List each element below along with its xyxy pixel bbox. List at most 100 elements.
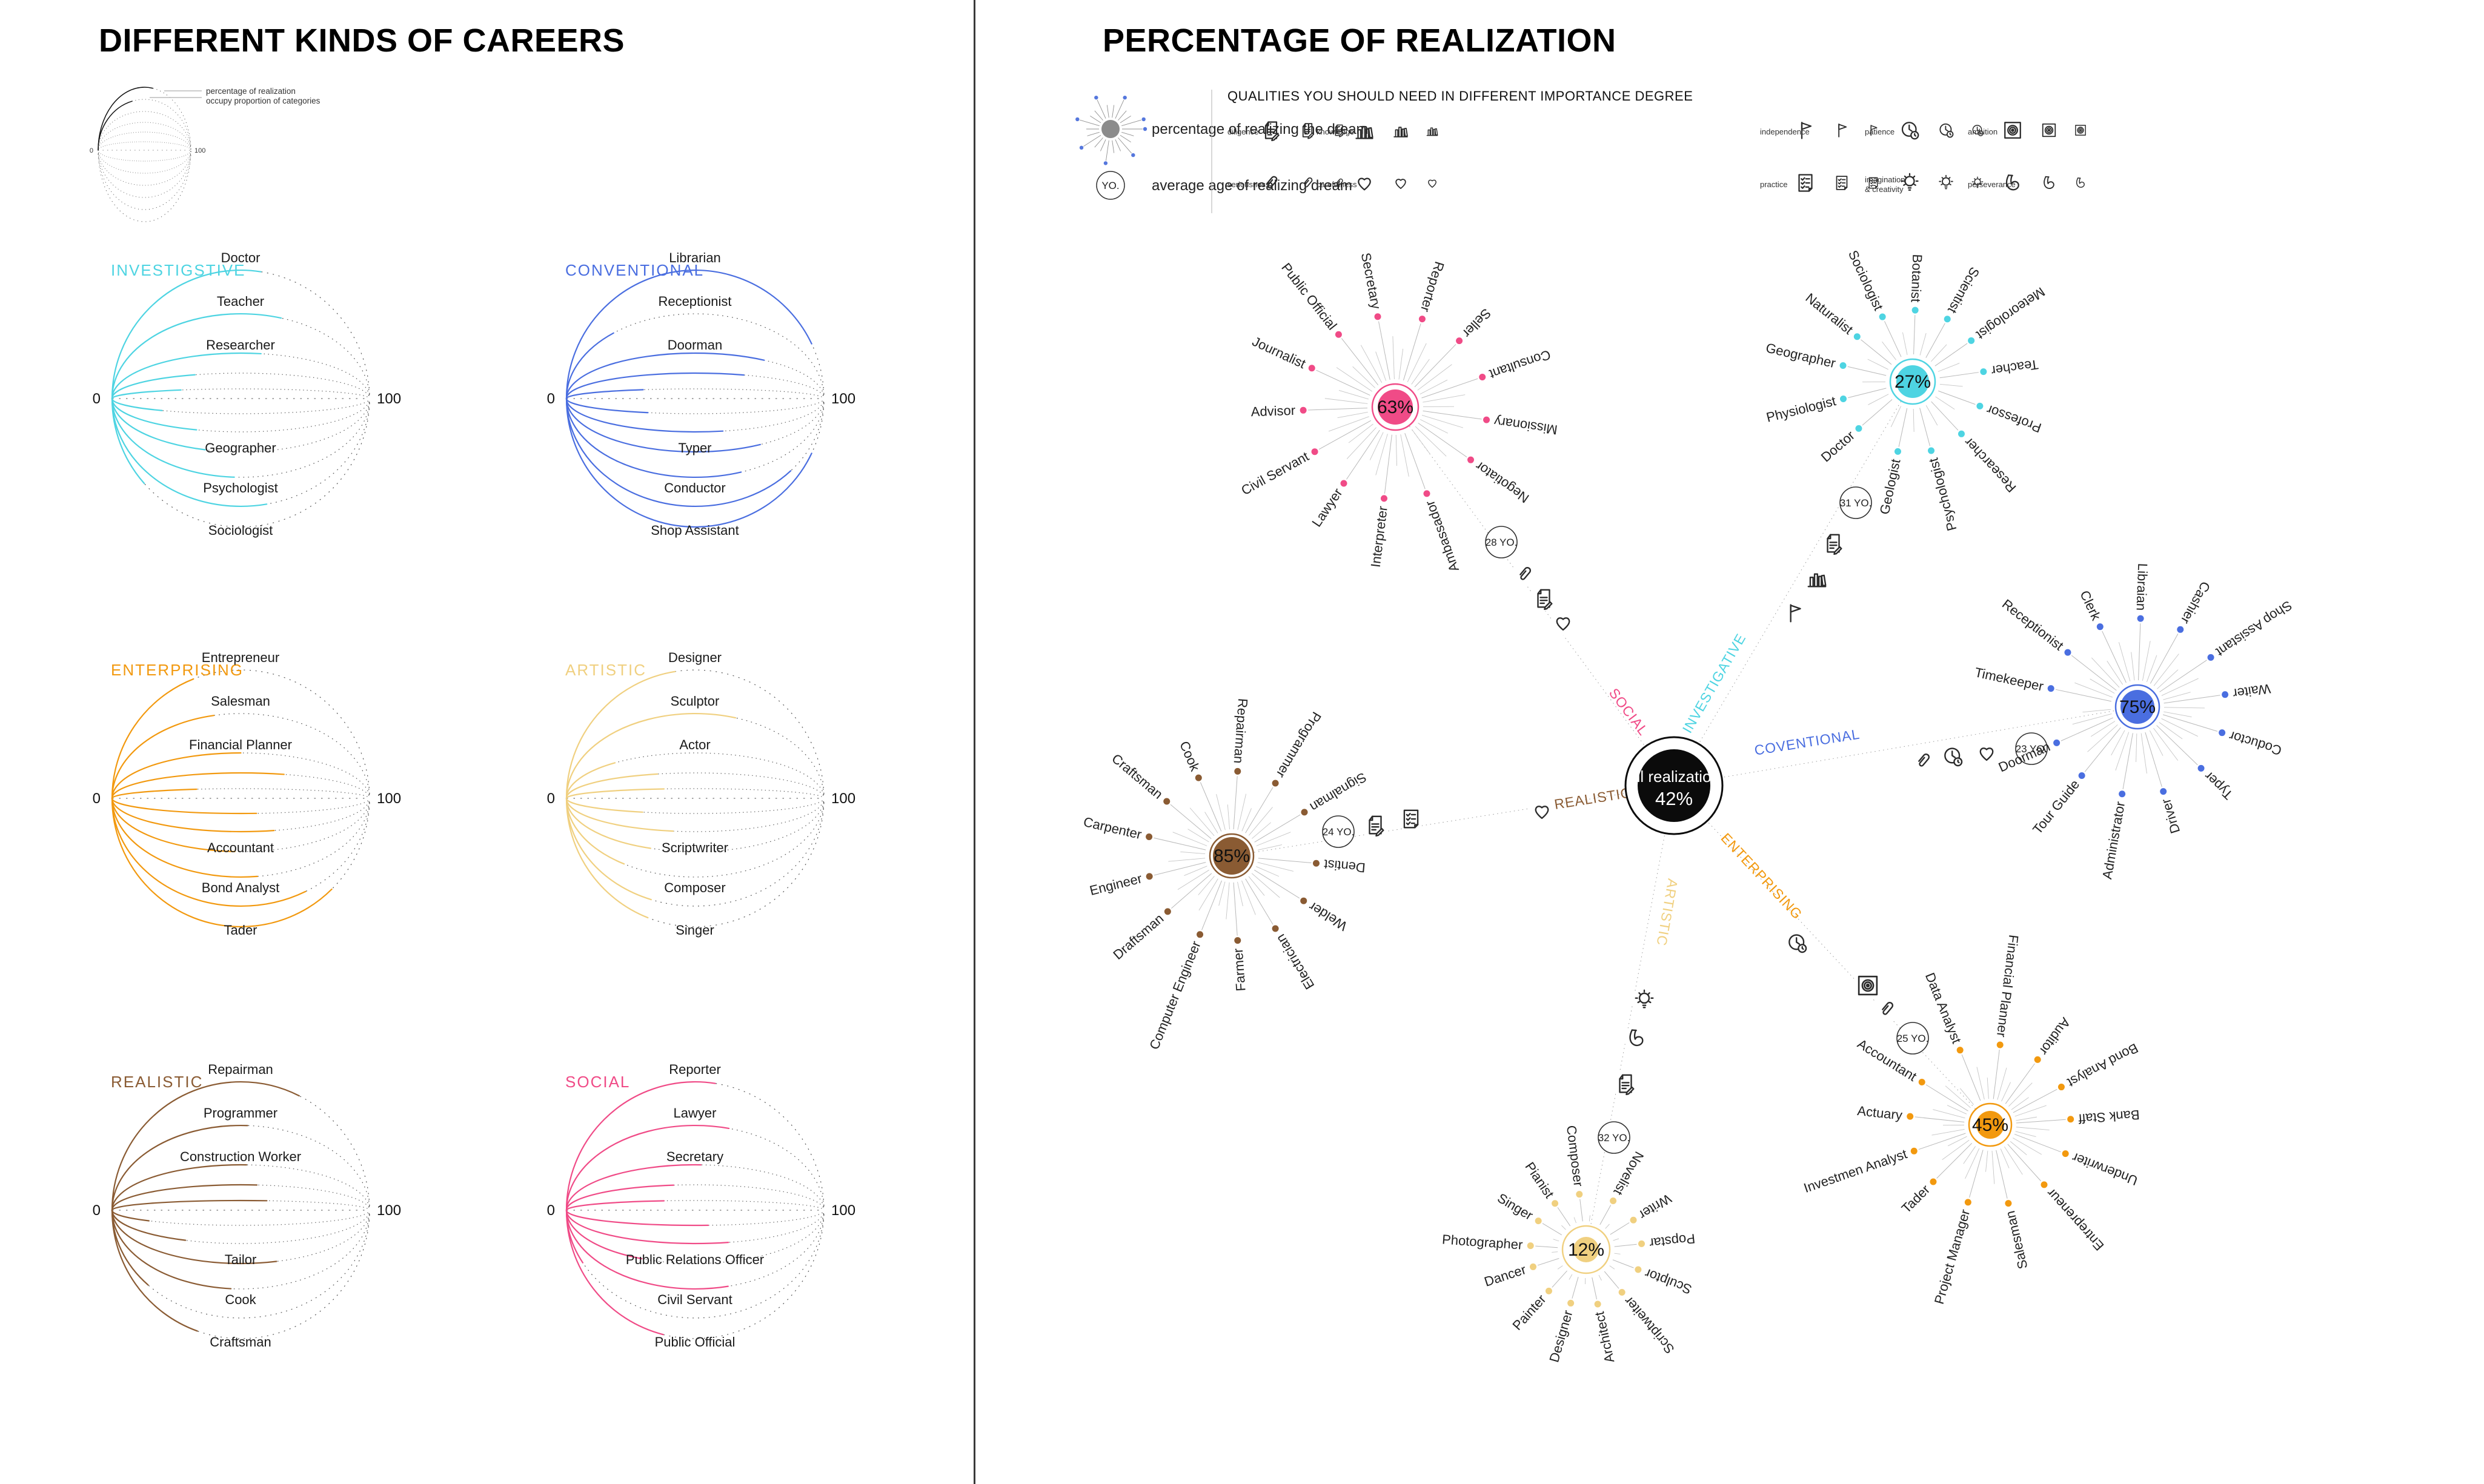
burst-spoke-minor — [1227, 804, 1230, 830]
arc-solid — [111, 1209, 371, 1290]
burst-spoke-minor — [1938, 363, 1960, 372]
arc-solid — [565, 1199, 825, 1211]
burst-spoke-minor — [1987, 1078, 1989, 1099]
flag-icon — [1838, 123, 1847, 137]
burst-career-label: Bank Staff — [2077, 1107, 2140, 1127]
burst-spoke-minor — [1248, 876, 1265, 896]
burst-career-label: Libraian — [2134, 563, 2151, 611]
age-circle — [1598, 1121, 1630, 1154]
burst-career-label: Underwriter — [2070, 1150, 2140, 1188]
burst-dot — [1956, 1047, 1964, 1054]
burst-spoke-minor — [1960, 1088, 1974, 1105]
burst-spoke-minor — [2111, 730, 2125, 756]
burst-spoke-minor — [2149, 730, 2164, 756]
career-label: Craftsman — [210, 1334, 271, 1350]
burst-pct: 85% — [1214, 846, 1250, 866]
burst-spoke — [2055, 689, 2112, 702]
burst-spoke-minor — [2163, 692, 2191, 700]
burst-dot — [1980, 368, 1987, 376]
career-label: Doctor — [221, 250, 261, 265]
legend-burst-spoke — [1118, 137, 1132, 154]
burst-career-label: Journalist — [1250, 334, 1308, 371]
burst-spoke-minor — [1561, 1225, 1566, 1230]
arc-dotted — [111, 398, 370, 507]
age-circle — [1896, 1022, 1929, 1055]
arc-solid — [565, 388, 825, 400]
burst-spoke-minor — [1947, 1136, 1967, 1147]
icon-mask — [1910, 748, 1936, 773]
arc-solid — [111, 797, 371, 878]
burst-spoke-minor — [2164, 711, 2192, 718]
qualities-legend-svg: percentage of realizing the dream YO. aver… — [1075, 88, 2086, 213]
burst-career-label: Coductor — [2227, 728, 2283, 758]
arc-dotted — [566, 798, 825, 814]
arc-dotted — [566, 669, 825, 799]
burst-career-label: Tader — [1899, 1182, 1933, 1216]
burst-spoke-minor — [1589, 1215, 1590, 1222]
arc-solid — [111, 397, 371, 528]
career-label: Designer — [668, 650, 722, 665]
arc-dotted — [111, 1210, 370, 1244]
arc-dotted — [111, 388, 370, 399]
burst-spoke-minor — [2161, 718, 2198, 737]
arc-dotted — [111, 1125, 370, 1211]
burst-spoke-minor — [1348, 423, 1373, 443]
burst-spoke — [1919, 408, 1930, 446]
quality-label: perseverance — [1968, 180, 2016, 189]
burst-dot — [1894, 448, 1901, 455]
burst-spoke — [1612, 1259, 1634, 1268]
legend-burst-spoke — [1100, 139, 1106, 151]
legend-burst-spoke — [1120, 115, 1131, 124]
burst-career-label: Bond Analyst — [2065, 1041, 2140, 1090]
burst-spoke — [2159, 660, 2207, 692]
burst-spoke-minor — [2131, 652, 2135, 681]
arc-dotted — [566, 398, 825, 507]
burst-spoke — [1884, 321, 1902, 357]
arc-solid — [565, 397, 825, 433]
legend-burst-dot — [1143, 127, 1147, 131]
legend-arc-dotted — [98, 150, 191, 174]
burst-spoke-minor — [1882, 341, 1896, 360]
burst-spoke-minor — [1913, 408, 1914, 432]
burst-spoke-minor — [1237, 793, 1247, 830]
burst-spoke-minor — [1180, 851, 1206, 854]
quality-label: practice — [1760, 180, 1788, 189]
arc-dotted — [111, 669, 370, 799]
career-label: Typer — [678, 440, 711, 455]
arc-solid — [565, 669, 825, 800]
burst-career-label: Programmer — [1274, 709, 1324, 781]
burst-spoke — [1423, 410, 1482, 420]
burst-spoke-minor — [1598, 1274, 1602, 1281]
clock-icon — [1901, 122, 1919, 140]
burst-spoke-minor — [1324, 398, 1368, 404]
target-icon — [2042, 123, 2056, 137]
burst-dot — [2062, 1150, 2069, 1158]
fan-chart-artistic: ARTISTIC Designer Sculptor Actor Scriptwrite… — [547, 650, 855, 938]
burst-spoke-minor — [2140, 733, 2147, 773]
burst-spoke-minor — [2118, 642, 2131, 681]
burst-spoke — [1572, 1277, 1579, 1299]
burst-dot — [1928, 447, 1935, 454]
arc-dotted — [111, 798, 370, 832]
burst-dot — [1300, 897, 1307, 904]
burst-spoke-minor — [1614, 1253, 1621, 1254]
career-label: Tader — [224, 923, 257, 938]
burst-career-label: Draftsman — [1110, 911, 1166, 962]
burst-spoke-minor — [1919, 333, 1927, 356]
burst-spoke-minor — [1184, 866, 1207, 876]
connector-investigative — [1673, 381, 1913, 786]
arc-solid — [111, 712, 371, 800]
arc-dotted — [566, 1200, 825, 1211]
books-icon — [1426, 127, 1438, 136]
arc-solid — [111, 372, 371, 400]
burst-spoke-minor — [2011, 1097, 2029, 1110]
arc-solid — [111, 1209, 371, 1245]
burst-dot — [2207, 654, 2214, 661]
arc-dotted — [566, 398, 825, 478]
age-value: 24 YO. — [1323, 826, 1355, 838]
burst-spoke-minor — [2015, 1131, 2036, 1137]
arc-dotted — [566, 1210, 825, 1264]
legend-burst-spoke — [1112, 140, 1115, 153]
career-label: Actor — [679, 737, 710, 752]
career-label: Psychologist — [203, 480, 278, 495]
